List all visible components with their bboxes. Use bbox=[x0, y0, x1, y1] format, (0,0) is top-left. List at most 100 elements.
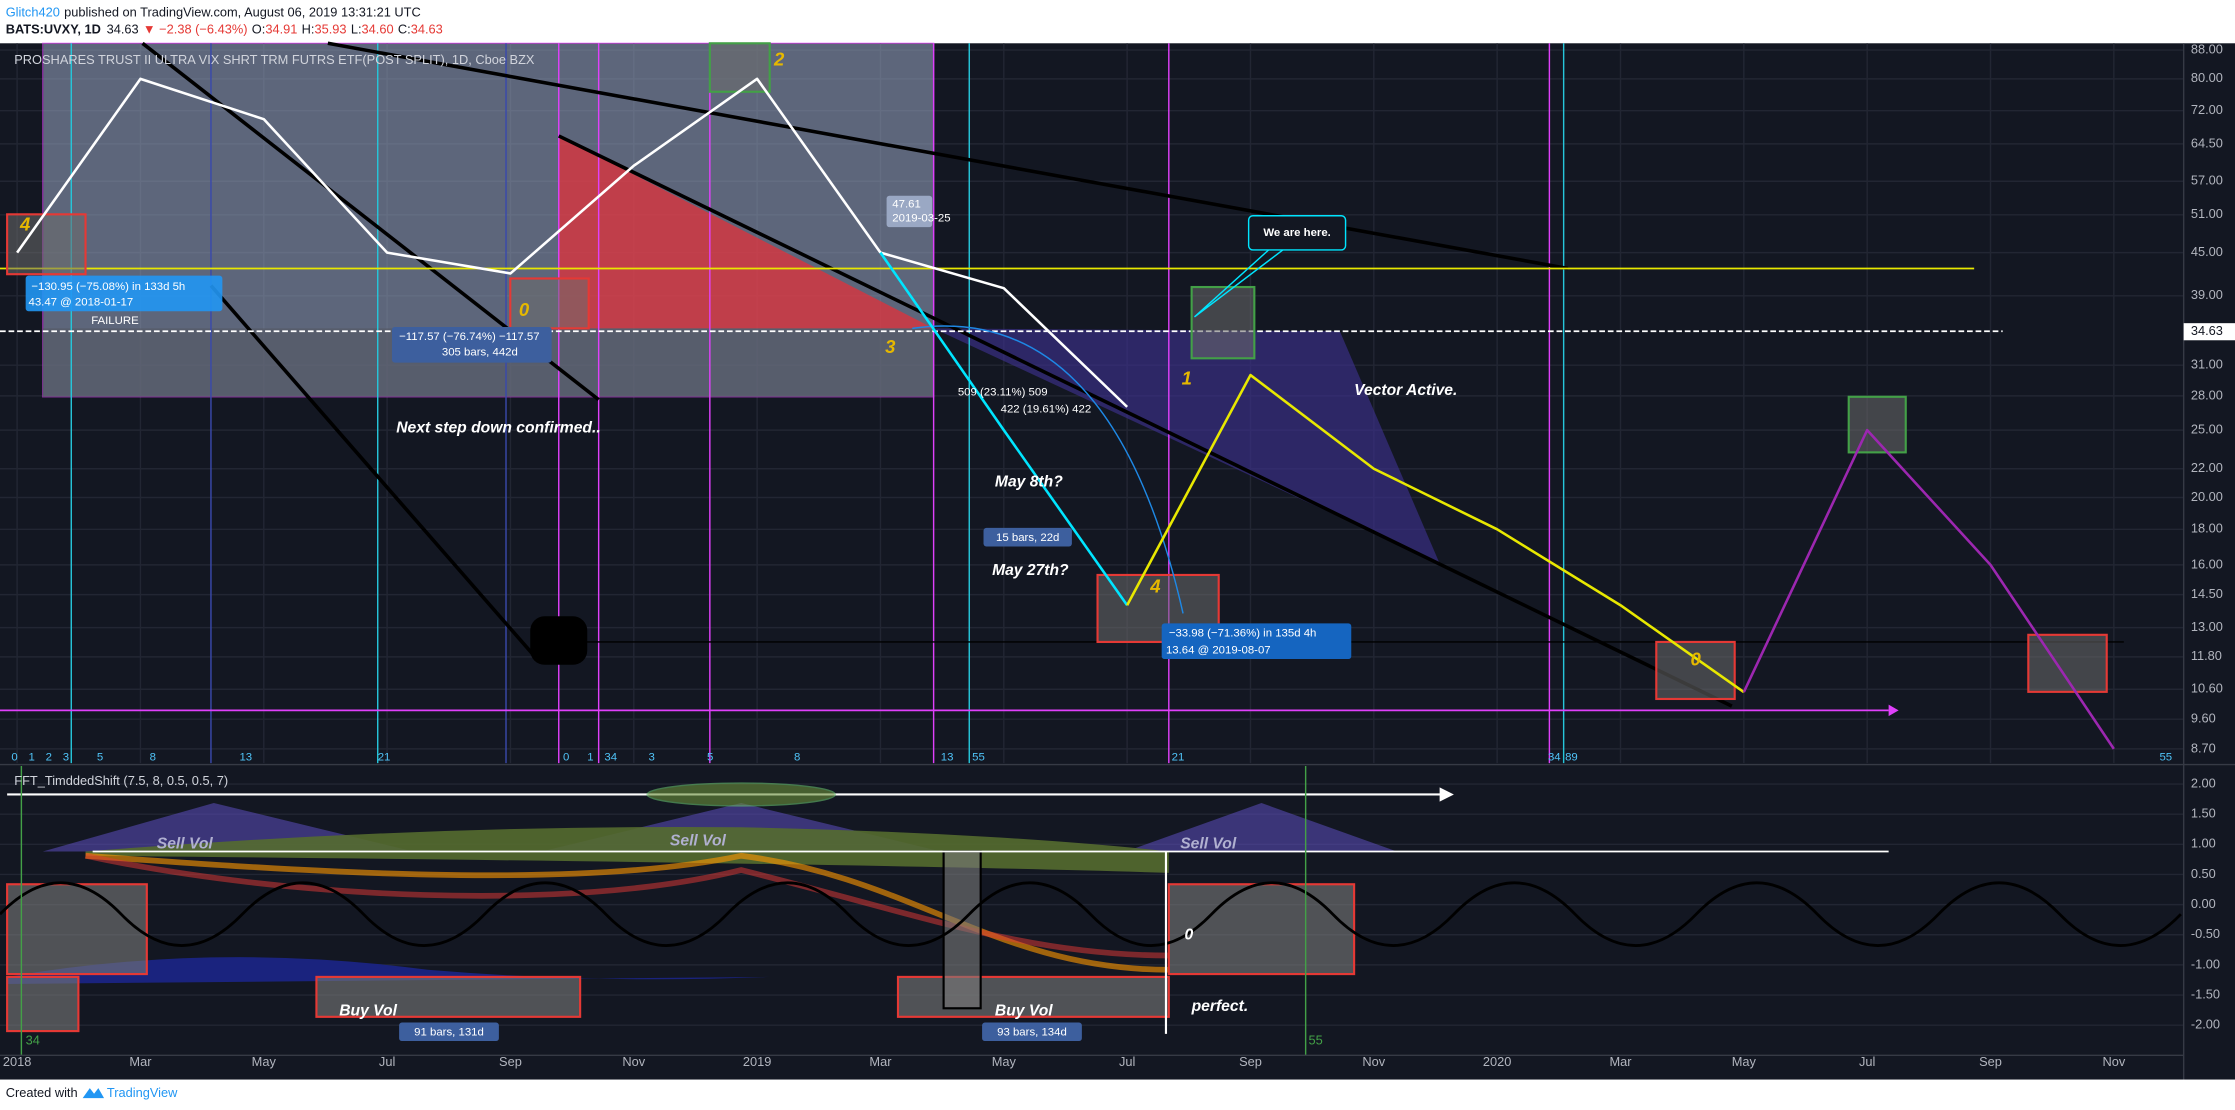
wave-label: 2 bbox=[773, 48, 785, 69]
y-tick-label: -2.00 bbox=[2191, 1017, 2220, 1032]
y-tick-label: 28.00 bbox=[2191, 387, 2223, 402]
x-tick-label: May bbox=[992, 1054, 1017, 1069]
y-tick-label: 72.00 bbox=[2191, 102, 2223, 117]
x-tick-label: 2019 bbox=[743, 1054, 772, 1069]
author[interactable]: Glitch420 bbox=[6, 5, 60, 20]
fib-label: 5 bbox=[97, 751, 103, 763]
x-tick-label: Mar bbox=[129, 1054, 152, 1069]
tag: 43.47 @ 2018-01-17 bbox=[29, 297, 134, 309]
header-line: Glitch420 published on TradingView.com, A… bbox=[6, 5, 421, 20]
tag: 422 (19.61%) 422 bbox=[1001, 404, 1092, 416]
tag-bg bbox=[25, 275, 223, 312]
symbol: BATS:UVXY, 1D bbox=[6, 22, 101, 37]
tag: FAILURE bbox=[91, 315, 139, 327]
x-tick-label: 2018 bbox=[3, 1054, 32, 1069]
series-line bbox=[879, 251, 1129, 606]
tag: −130.95 (−75.08%) in 133d 5h bbox=[31, 281, 185, 293]
ribbon bbox=[85, 826, 1169, 873]
ohlc: H: bbox=[302, 22, 315, 37]
y-tick-label: 14.50 bbox=[2191, 586, 2223, 601]
fib-label: 34 bbox=[604, 751, 617, 763]
wave-label: 0 bbox=[1691, 648, 1702, 669]
wave-label: 3 bbox=[885, 336, 896, 357]
fib-label: 0 bbox=[11, 751, 17, 763]
footer-text: Created with bbox=[6, 1085, 78, 1100]
y-tick-label: 0.50 bbox=[2191, 866, 2216, 881]
ohlc: C: bbox=[398, 22, 411, 37]
ohlc: 34.60 bbox=[362, 22, 394, 37]
wave-label: 0 bbox=[519, 299, 530, 320]
red-triangle bbox=[558, 135, 934, 329]
x-tick-label: Nov bbox=[1362, 1054, 1385, 1069]
ohlc: O: bbox=[252, 22, 266, 37]
vol-label: Buy Vol bbox=[339, 1002, 397, 1019]
tag: 47.61 bbox=[892, 198, 921, 210]
fib-label: 55 bbox=[2159, 751, 2172, 763]
ellipse bbox=[646, 782, 836, 807]
y-tick-label: -1.50 bbox=[2191, 986, 2220, 1001]
ohlc: L: bbox=[351, 22, 362, 37]
tag-bg bbox=[399, 1022, 499, 1042]
box bbox=[1167, 883, 1356, 976]
ohlc: 35.93 bbox=[314, 22, 346, 37]
annotation: May 8th? bbox=[995, 473, 1063, 490]
fib-label: 1 bbox=[29, 751, 35, 763]
ribbon bbox=[85, 852, 1169, 973]
trend-line bbox=[209, 284, 536, 658]
y-tick-label: 57.00 bbox=[2191, 173, 2223, 188]
vol-label: Sell Vol bbox=[1180, 835, 1237, 852]
fib-label: 34 bbox=[1548, 751, 1561, 763]
fib-label: 3 bbox=[63, 751, 69, 763]
vol-boxes bbox=[6, 850, 1356, 1033]
chart-title: PROSHARES TRUST II ULTRA VIX SHRT TRM FU… bbox=[14, 52, 535, 67]
vol-label: Sell Vol bbox=[157, 835, 214, 852]
tag-bg bbox=[1161, 623, 1352, 660]
x-tick-label: Mar bbox=[1609, 1054, 1632, 1069]
footer-brand[interactable]: TradingView bbox=[107, 1085, 178, 1100]
arrow-head bbox=[1888, 704, 1899, 717]
box bbox=[509, 277, 590, 330]
box bbox=[6, 975, 80, 1033]
y-tick-label: 9.60 bbox=[2191, 711, 2216, 726]
x-tick-label: Sep bbox=[1979, 1054, 2002, 1069]
box bbox=[1847, 395, 1907, 454]
arrow-head bbox=[1439, 787, 1454, 802]
x-tick-label: Jul bbox=[1859, 1054, 1875, 1069]
ohlc: 34.63 bbox=[411, 22, 443, 37]
x-tick-label: Jul bbox=[379, 1054, 395, 1069]
fib-label: 21 bbox=[1172, 751, 1185, 763]
tag-bg bbox=[983, 527, 1072, 547]
x-tick-label: May bbox=[252, 1054, 277, 1069]
fib-label: 13 bbox=[941, 751, 954, 763]
vol-label: Sell Vol bbox=[670, 833, 727, 850]
annotation: May 27th? bbox=[992, 562, 1069, 579]
fib-label: 55 bbox=[972, 751, 985, 763]
brand-logo bbox=[82, 1088, 105, 1099]
box bbox=[1190, 285, 1256, 360]
tag: 93 bars, 134d bbox=[997, 1027, 1067, 1039]
y-tick-label: 2.00 bbox=[2191, 775, 2216, 790]
y-tick-label: 22.00 bbox=[2191, 460, 2223, 475]
tag: 305 bars, 442d bbox=[442, 347, 518, 359]
tag-bg bbox=[982, 1022, 1082, 1042]
fib-label: 8 bbox=[794, 751, 800, 763]
x-tick-label: Mar bbox=[869, 1054, 892, 1069]
y-tick-label: 39.00 bbox=[2191, 287, 2223, 302]
x-tick-label: Sep bbox=[499, 1054, 522, 1069]
y-tick-label: 31.00 bbox=[2191, 357, 2223, 372]
box bbox=[6, 213, 87, 276]
box bbox=[1655, 640, 1736, 701]
y-tick-label: 18.00 bbox=[2191, 521, 2223, 536]
y-tick-label: 80.00 bbox=[2191, 70, 2223, 85]
series-layer bbox=[16, 77, 2115, 750]
price-label: 34.63 bbox=[2191, 323, 2223, 338]
ohlc: 34.91 bbox=[265, 22, 297, 37]
vol-label: Buy Vol bbox=[995, 1002, 1053, 1019]
y-tick-label: 88.00 bbox=[2191, 41, 2223, 56]
y-tick-label: 11.80 bbox=[2191, 648, 2222, 663]
x-tick-label: 2020 bbox=[1483, 1054, 1512, 1069]
callout-text: We are here. bbox=[1263, 227, 1331, 239]
